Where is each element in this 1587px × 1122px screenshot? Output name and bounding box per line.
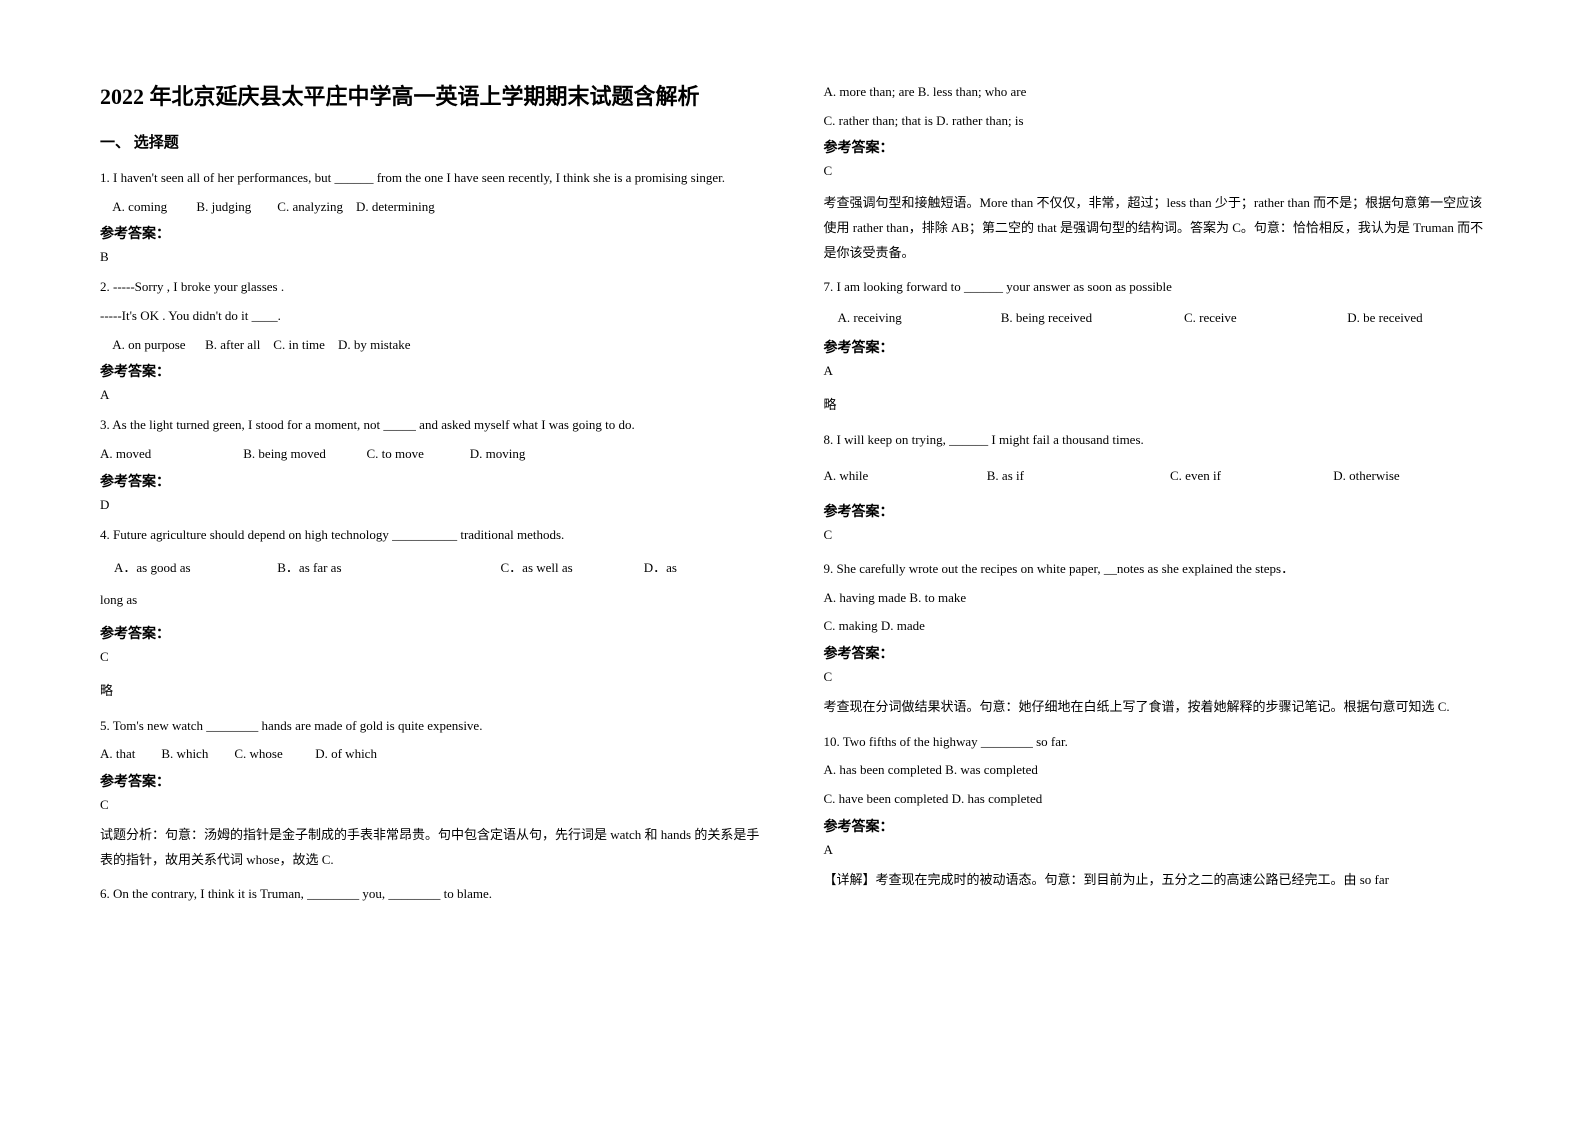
q5-answer-label: 参考答案：	[100, 771, 764, 791]
q8-opt-a: A. while	[824, 464, 984, 489]
q4-opt-b: B．as far as	[277, 556, 497, 581]
q9-opts-l1: A. having made B. to make	[824, 586, 1488, 611]
q5-answer: C	[100, 797, 764, 813]
q3-opt-c: C. to move	[367, 442, 467, 467]
q5-options: A. that B. which C. whose D. of which	[100, 742, 764, 767]
section-heading: 一、 选择题	[100, 131, 764, 152]
q2-answer-label: 参考答案：	[100, 361, 764, 381]
q10-answer: A	[824, 842, 1488, 858]
q6-answer-label: 参考答案：	[824, 137, 1488, 157]
q5-text: 5. Tom's new watch ________ hands are ma…	[100, 714, 764, 739]
q4-text: 4. Future agriculture should depend on h…	[100, 523, 764, 548]
q1-answer-label: 参考答案：	[100, 223, 764, 243]
q2-line1: 2. -----Sorry , I broke your glasses .	[100, 275, 764, 300]
q6-opts-l2: C. rather than; that is D. rather than; …	[824, 109, 1488, 134]
q5-explanation: 试题分析：句意：汤姆的指针是金子制成的手表非常昂贵。句中包含定语从句，先行词是 …	[100, 823, 764, 872]
q8-answer-label: 参考答案：	[824, 501, 1488, 521]
q7-explanation: 略	[824, 393, 1488, 418]
q1-options: A. coming B. judging C. analyzing D. det…	[100, 195, 764, 220]
q10-text: 10. Two fifths of the highway ________ s…	[824, 730, 1488, 755]
q4-options: A．as good as B．as far as C．as well as D．…	[100, 556, 764, 581]
q7-text: 7. I am looking forward to ______ your a…	[824, 275, 1488, 300]
left-column: 2022 年北京延庆县太平庄中学高一英语上学期期末试题含解析 一、 选择题 1.…	[100, 80, 764, 911]
q3-answer-label: 参考答案：	[100, 471, 764, 491]
q8-answer: C	[824, 527, 1488, 543]
q4-answer: C	[100, 649, 764, 665]
q10-answer-label: 参考答案：	[824, 816, 1488, 836]
q4-opt-c: C．as well as	[501, 556, 641, 581]
q7-opt-a: A. receiving	[824, 306, 998, 331]
q8-text: 8. I will keep on trying, ______ I might…	[824, 428, 1488, 453]
q4-explanation: 略	[100, 679, 764, 704]
q8-options: A. while B. as if C. even if D. otherwis…	[824, 464, 1488, 489]
q3-options: A. moved B. being moved C. to move D. mo…	[100, 442, 764, 467]
q10-opts-l1: A. has been completed B. was completed	[824, 758, 1488, 783]
q7-options: A. receiving B. being received C. receiv…	[824, 306, 1488, 331]
q7-opt-b: B. being received	[1001, 306, 1181, 331]
q10-explanation: 【详解】考查现在完成时的被动语态。句意：到目前为止，五分之二的高速公路已经完工。…	[824, 868, 1488, 893]
q4-line2: long as	[100, 588, 764, 613]
q3-opt-d: D. moving	[470, 442, 526, 467]
q7-answer-label: 参考答案：	[824, 337, 1488, 357]
q1-text: 1. I haven't seen all of her performance…	[100, 166, 764, 191]
q9-explanation: 考查现在分词做结果状语。句意：她仔细地在白纸上写了食谱，按着她解释的步骤记笔记。…	[824, 695, 1488, 720]
q9-answer-label: 参考答案：	[824, 643, 1488, 663]
q3-opt-b: B. being moved	[243, 442, 363, 467]
q4-opt-d: D．as	[644, 556, 677, 581]
document-title: 2022 年北京延庆县太平庄中学高一英语上学期期末试题含解析	[100, 80, 764, 113]
q3-text: 3. As the light turned green, I stood fo…	[100, 413, 764, 438]
q8-opt-c: C. even if	[1170, 464, 1330, 489]
q3-answer: D	[100, 497, 764, 513]
q7-opt-d: D. be received	[1347, 306, 1422, 331]
q2-options: A. on purpose B. after all C. in time D.…	[100, 333, 764, 358]
q6-opts-l1: A. more than; are B. less than; who are	[824, 80, 1488, 105]
q6-answer: C	[824, 163, 1488, 179]
q8-opt-b: B. as if	[987, 464, 1167, 489]
q1-answer: B	[100, 249, 764, 265]
q2-answer: A	[100, 387, 764, 403]
q10-opts-l2: C. have been completed D. has completed	[824, 787, 1488, 812]
q7-opt-c: C. receive	[1184, 306, 1344, 331]
q8-opt-d: D. otherwise	[1333, 464, 1399, 489]
q9-answer: C	[824, 669, 1488, 685]
q4-answer-label: 参考答案：	[100, 623, 764, 643]
q9-opts-l2: C. making D. made	[824, 614, 1488, 639]
q3-opt-a: A. moved	[100, 442, 240, 467]
q7-answer: A	[824, 363, 1488, 379]
page: 2022 年北京延庆县太平庄中学高一英语上学期期末试题含解析 一、 选择题 1.…	[0, 0, 1587, 951]
right-column: A. more than; are B. less than; who are …	[824, 80, 1488, 911]
q4-opt-a: A．as good as	[100, 556, 274, 581]
q2-line2: -----It's OK . You didn't do it ____.	[100, 304, 764, 329]
q9-text: 9. She carefully wrote out the recipes o…	[824, 557, 1488, 582]
q6-text: 6. On the contrary, I think it is Truman…	[100, 882, 764, 907]
q6-explanation: 考查强调句型和接触短语。More than 不仅仅，非常，超过；less tha…	[824, 191, 1488, 265]
